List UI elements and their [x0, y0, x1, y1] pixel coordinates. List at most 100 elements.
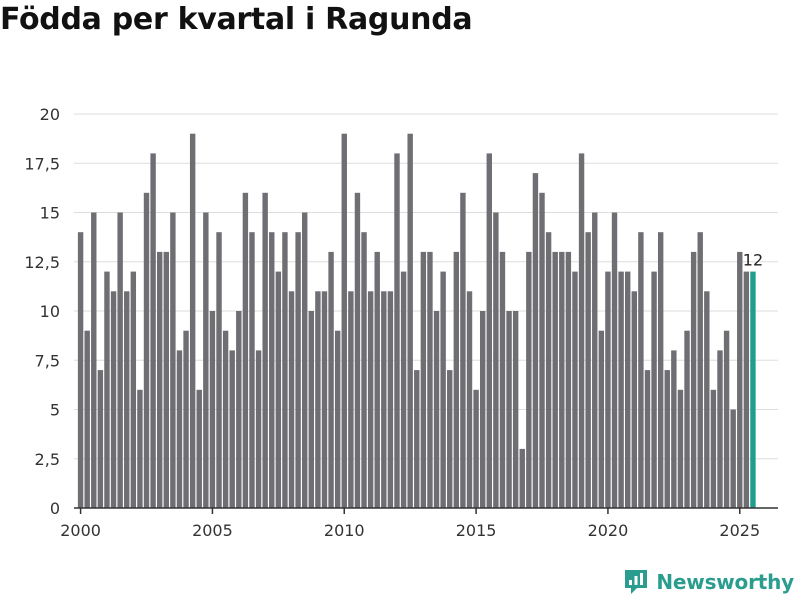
bar	[737, 251, 743, 508]
bar	[572, 271, 578, 508]
y-tick-label: 7,5	[35, 351, 60, 370]
x-tick-label: 2010	[324, 521, 365, 540]
bar	[638, 232, 644, 508]
bar	[473, 389, 479, 508]
y-axis-labels: 0 2,5 5 7,5 10 12,5 15 17,5 20	[24, 105, 60, 518]
bar	[618, 271, 624, 508]
bar	[242, 192, 249, 509]
bar	[559, 251, 565, 508]
bar	[124, 291, 130, 508]
bar	[77, 232, 84, 508]
bar	[631, 291, 638, 508]
y-tick-label: 15	[40, 204, 60, 223]
bar	[269, 232, 275, 508]
bar	[532, 173, 539, 508]
bar	[110, 291, 117, 508]
bar	[598, 330, 605, 508]
bar	[91, 212, 97, 508]
bar	[704, 291, 710, 508]
y-tick-label: 5	[50, 401, 60, 420]
bar	[189, 133, 196, 508]
bar	[328, 251, 334, 508]
bar	[671, 350, 677, 508]
bar	[717, 350, 723, 508]
bar	[216, 232, 222, 508]
bar	[381, 291, 387, 508]
bar	[585, 232, 591, 508]
bar	[690, 251, 697, 508]
bar	[526, 251, 532, 508]
y-tick-label: 17,5	[24, 154, 60, 173]
bar	[341, 133, 347, 508]
y-tick-label: 0	[50, 499, 60, 518]
bar	[163, 251, 169, 508]
bar	[282, 232, 288, 508]
bar	[288, 291, 295, 508]
bar	[684, 330, 690, 508]
bar	[295, 232, 301, 508]
bar	[361, 232, 367, 508]
bar	[354, 192, 361, 509]
highlighted-bar	[750, 271, 756, 508]
bar	[479, 311, 486, 508]
bar	[97, 370, 104, 508]
bar	[743, 271, 750, 508]
x-tick-label: 2020	[588, 521, 629, 540]
bar	[170, 212, 176, 508]
bar	[308, 311, 315, 508]
bar	[348, 291, 354, 508]
bar	[552, 251, 558, 508]
bar	[664, 370, 670, 508]
bar	[605, 271, 611, 508]
x-tick-label: 2000	[60, 521, 101, 540]
y-tick-label: 20	[40, 105, 60, 124]
bar	[255, 350, 262, 508]
bar	[611, 212, 618, 508]
brand-logo: Newsworthy	[623, 568, 794, 596]
bar	[222, 330, 229, 508]
bars	[77, 133, 756, 509]
x-axis	[74, 507, 778, 514]
bar	[117, 212, 123, 508]
x-tick-label: 2015	[456, 521, 497, 540]
y-tick-label: 12,5	[24, 253, 60, 272]
bar	[420, 251, 427, 508]
bar	[249, 232, 255, 508]
bar	[433, 311, 440, 508]
bar	[367, 291, 374, 508]
bar	[236, 311, 242, 508]
annotations: 12	[743, 251, 763, 270]
bar	[262, 192, 268, 509]
bar	[723, 330, 730, 508]
bar	[315, 291, 321, 508]
bar	[334, 330, 341, 508]
bar	[625, 271, 631, 508]
y-tick-label: 10	[40, 302, 60, 321]
bar	[387, 291, 394, 508]
bar	[677, 389, 684, 508]
bar	[427, 251, 433, 508]
bar	[651, 271, 657, 508]
brand-name: Newsworthy	[656, 570, 794, 594]
bar	[644, 370, 651, 508]
newsworthy-logo-icon	[625, 570, 648, 594]
bar	[394, 153, 400, 508]
bar	[440, 271, 446, 508]
bar	[710, 389, 717, 508]
x-tick-label: 2005	[192, 521, 233, 540]
bar	[493, 212, 499, 508]
bar	[512, 311, 519, 508]
bar	[104, 271, 110, 508]
bar	[697, 232, 703, 508]
bar	[196, 389, 202, 508]
bar	[453, 251, 460, 508]
data-label: 12	[743, 251, 763, 270]
bar	[565, 251, 572, 508]
y-tick-label: 2,5	[35, 450, 60, 469]
x-axis-labels: 2000 2005 2010 2015 2020 2025	[60, 521, 760, 540]
bar	[486, 153, 492, 508]
bar	[499, 251, 506, 508]
bar	[156, 251, 163, 508]
bar	[407, 133, 413, 508]
